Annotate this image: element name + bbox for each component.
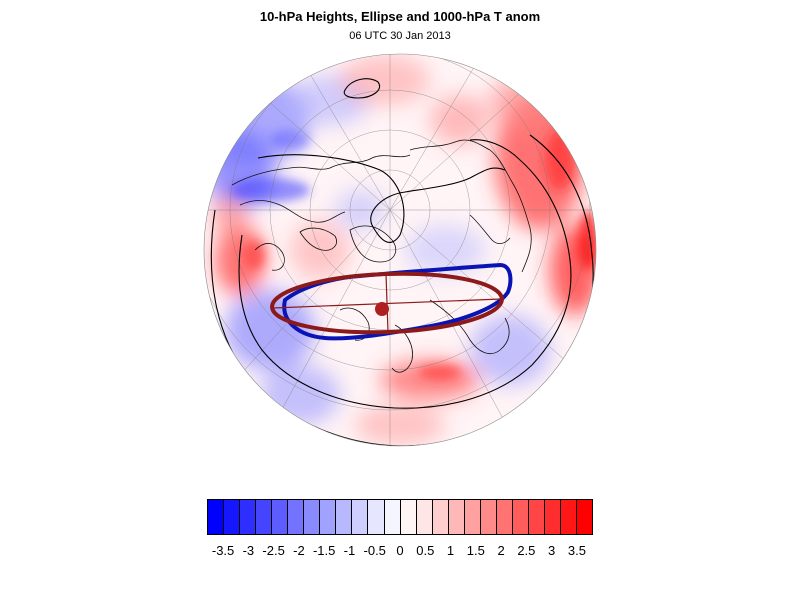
colorbar-box — [480, 500, 497, 534]
colorbar-box — [224, 500, 241, 534]
colorbar-box — [528, 500, 545, 534]
map-subtitle: 06 UTC 30 Jan 2013 — [349, 30, 451, 42]
coastlines — [231, 139, 532, 373]
colorbar-box — [384, 500, 401, 534]
map-title: 10-hPa Heights, Ellipse and 1000-hPa T a… — [259, 9, 541, 24]
colorbar-tick-label: 2 — [497, 543, 505, 558]
colorbar-box — [208, 500, 225, 534]
colorbar-box — [272, 500, 289, 534]
colorbar-box — [400, 500, 417, 534]
colorbar-box — [577, 500, 593, 534]
colorbar-box — [320, 500, 337, 534]
colorbar-tick-label: 3.5 — [567, 543, 586, 558]
colorbar-box — [512, 500, 529, 534]
colorbar — [207, 499, 593, 535]
colorbar-box — [544, 500, 562, 534]
colorbar-tick-label: -2 — [293, 543, 305, 558]
colorbar-box — [432, 500, 449, 534]
colorbar-tick-label: 2.5 — [517, 543, 536, 558]
colorbar-tick-label: 1 — [446, 543, 455, 558]
colorbar-tick-label: -1.5 — [312, 543, 336, 558]
ellipse-minor-axis — [385, 273, 389, 333]
colorbar-tick-label: 0 — [396, 543, 404, 558]
globe — [204, 54, 596, 446]
colorbar-box — [496, 500, 513, 534]
colorbar-box — [448, 500, 465, 534]
colorbar-box — [240, 500, 257, 534]
colorbar-tick-label: 0.5 — [416, 543, 435, 558]
colorbar-box — [304, 500, 321, 534]
colorbar-tick-label: -1 — [343, 543, 356, 558]
colorbar-tick-label: -2.5 — [262, 543, 285, 558]
colorbar-box — [368, 500, 385, 534]
colorbar-box — [288, 500, 305, 534]
colorbar-tick-label: -0.5 — [363, 543, 386, 558]
colorbar-box — [561, 500, 578, 534]
colorbar-tick-label: 1.5 — [466, 543, 485, 558]
colorbar-tick-label: 3 — [548, 543, 556, 558]
colorbar-box — [352, 500, 369, 534]
colorbar-labels: -3.5 -3 -2.5 -2 -1.5 -1 -0.5 0 0.5 1 1.5 2 2.5 3 3.5 — [0, 543, 800, 563]
colorbar-box — [464, 500, 481, 534]
colorbar-tick-label: -3 — [242, 543, 255, 558]
colorbar-box — [416, 500, 433, 534]
ellipse-center-marker — [375, 302, 389, 316]
colorbar-box — [336, 500, 353, 534]
globe-outline — [203, 53, 597, 447]
colorbar-tick-label: -3.5 — [211, 543, 235, 558]
colorbar-box — [256, 500, 273, 534]
